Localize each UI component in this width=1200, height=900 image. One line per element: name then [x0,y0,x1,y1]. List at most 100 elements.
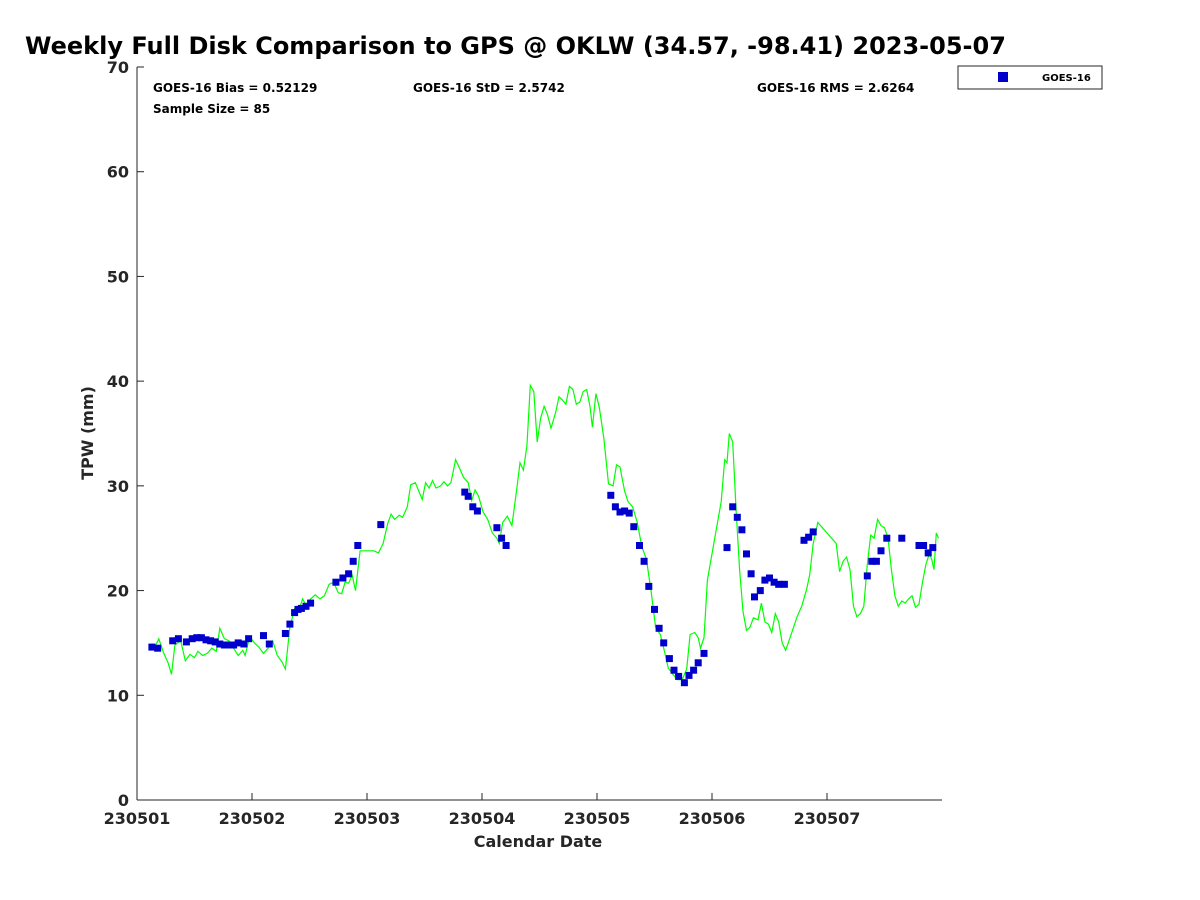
plot-area [137,67,942,800]
goes16-point [645,582,653,590]
goes16-series [148,488,937,687]
goes16-point [493,524,501,532]
goes16-point [230,641,238,649]
goes16-point [297,604,305,612]
legend-box [957,65,1103,90]
goes16-point [700,649,708,657]
goes16-point [260,632,267,640]
goes16-point [630,523,638,531]
y-tick-label: 50 [107,267,129,286]
goes16-point [286,620,294,628]
goes16-point [670,666,678,674]
goes16-point [339,574,347,582]
goes16-point [751,593,758,601]
goes16-point [193,634,201,642]
bias-stat: GOES-16 Bias = 0.52129 [153,81,317,95]
x-tick-label: 230504 [449,809,516,828]
goes16-point [920,542,928,549]
x-ticks: 230501 230502 230503 230504 230505 230506 2305… [104,793,861,828]
x-tick-label: 230507 [794,809,861,828]
goes16-point [898,534,906,542]
y-tick-label: 20 [107,582,129,601]
goes16-point [220,641,228,649]
goes16-point [234,639,242,647]
goes16-point [307,599,315,607]
rms-stat: GOES-16 RMS = 2.6264 [757,81,914,95]
legend: GOES-16 [957,65,1103,90]
goes16-point [729,503,737,511]
sample-size-stat: Sample Size = 85 [153,102,270,116]
goes16-point [675,672,683,680]
y-tick-label: 10 [107,686,129,705]
goes16-point [636,542,643,549]
goes16-point [182,638,190,646]
goes16-point [747,570,755,578]
goes16-point [743,550,750,558]
goes16-point [464,492,472,500]
x-tick-label: 230503 [334,809,401,828]
goes16-point [625,509,633,517]
goes16-point [915,542,923,549]
std-stat: GOES-16 StD = 2.5742 [413,81,565,95]
goes16-point [354,542,362,549]
x-axis-label: Calendar Date [474,832,603,851]
goes16-point [611,503,619,511]
goes16-point [723,544,731,552]
x-tick-label: 230506 [679,809,746,828]
goes16-point [154,644,162,652]
chart-title: Weekly Full Disk Comparison to GPS @ OKL… [25,32,1006,60]
goes16-point [473,507,481,515]
goes16-point [660,639,668,647]
x-tick-label: 230501 [104,809,171,828]
goes16-point [733,513,741,521]
goes16-point [616,508,624,516]
goes16-point [188,635,196,643]
goes16-point [345,570,353,578]
y-tick-label: 70 [107,58,129,77]
goes16-point [211,638,219,646]
goes16-point [877,547,885,555]
goes16-point [770,578,778,586]
goes16-point [240,640,248,648]
goes16-point [800,536,808,544]
goes16-point [265,640,273,648]
y-axis-label: TPW (mm) [78,386,97,480]
goes16-point [780,580,788,588]
goes16-point [651,605,658,613]
y-tick-label: 30 [107,477,129,496]
goes16-point [281,630,289,637]
legend-label: GOES-16 [1042,73,1091,84]
goes16-point [498,534,506,542]
goes16-point [929,544,937,552]
goes16-point [694,659,702,667]
goes16-point [607,491,615,499]
goes16-point [148,643,156,651]
goes16-point [680,679,688,687]
goes16-point [302,602,310,610]
x-tick-label: 230505 [564,809,631,828]
goes16-point [461,488,469,496]
goes16-point [685,671,693,679]
goes16-point [655,624,663,632]
goes16-point [502,542,510,549]
goes16-point [332,578,340,586]
goes16-point [349,557,357,565]
goes16-point [766,574,773,582]
x-tick-label: 230502 [219,809,286,828]
goes16-point [924,549,932,557]
y-tick-label: 0 [118,791,129,810]
goes16-point [805,533,813,541]
goes16-point [469,503,477,511]
goes16-point [863,572,871,580]
goes16-point [202,636,210,644]
goes16-point [225,641,233,649]
goes16-point [169,637,177,645]
goes16-point [621,507,629,515]
goes16-point [197,634,205,642]
goes16-point [809,528,817,536]
goes16-point [207,637,215,645]
goes16-point [761,576,769,584]
goes16-point [245,635,253,643]
goes16-point [756,587,764,595]
